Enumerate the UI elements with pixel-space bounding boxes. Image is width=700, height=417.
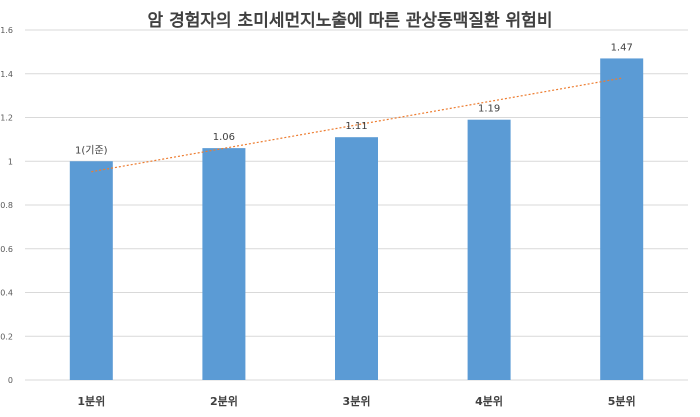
y-tick-label: 0 xyxy=(8,376,13,385)
x-tick-label: 1분위 xyxy=(77,395,105,408)
y-tick-label: 0.8 xyxy=(0,201,13,210)
data-label: 1(기준) xyxy=(75,144,108,156)
bar xyxy=(467,119,511,380)
y-axis: 0 0.2 0.4 0.6 0.8 1 1.2 1.4 1.6 xyxy=(0,26,13,385)
y-tick-label: 1.4 xyxy=(0,70,13,79)
x-tick-label: 4분위 xyxy=(475,395,503,408)
y-tick-label: 0.6 xyxy=(0,245,13,254)
data-label: 1.47 xyxy=(611,42,633,53)
y-tick-label: 1.2 xyxy=(0,114,13,123)
trendline-path xyxy=(91,77,622,173)
chart-title: 암 경험자의 초미세먼지노출에 따른 관상동맥질환 위험비 xyxy=(147,11,553,31)
x-tick-label: 2분위 xyxy=(210,395,238,408)
x-tick-label: 5분위 xyxy=(608,395,636,408)
bar-series xyxy=(69,58,644,380)
y-tick-label: 1.6 xyxy=(0,26,13,35)
bar xyxy=(202,148,246,380)
y-tick-label: 1 xyxy=(8,157,13,166)
x-tick-label: 3분위 xyxy=(343,395,371,408)
bar xyxy=(600,58,644,380)
x-axis: 1분위 2분위 3분위 4분위 5분위 xyxy=(77,395,635,408)
data-label: 1.11 xyxy=(345,121,367,132)
bar xyxy=(335,137,378,380)
data-label: 1.19 xyxy=(478,104,500,115)
y-tick-label: 0.2 xyxy=(0,332,13,341)
data-labels: 1(기준) 1.06 1.11 1.19 1.47 xyxy=(75,42,633,156)
data-label: 1.06 xyxy=(213,132,235,143)
y-tick-label: 0.4 xyxy=(0,289,13,298)
bar xyxy=(69,161,113,380)
trendline xyxy=(91,77,622,173)
